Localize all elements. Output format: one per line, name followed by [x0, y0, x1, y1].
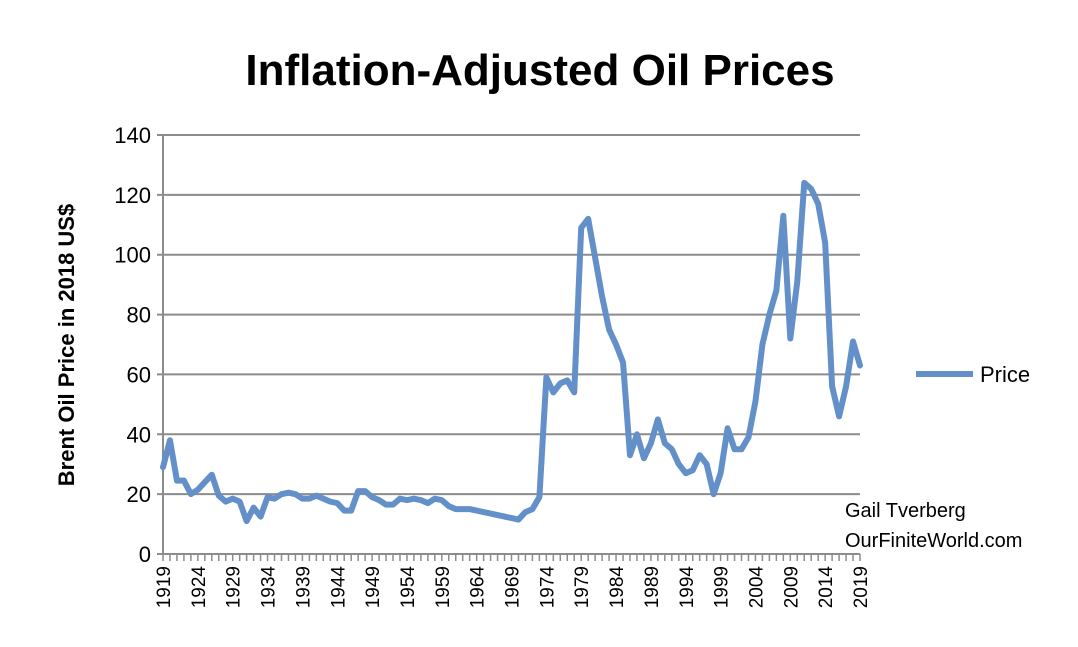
y-tick-label: 120 [114, 183, 151, 208]
y-tick-label: 100 [114, 243, 151, 268]
y-tick-label: 80 [127, 303, 151, 328]
x-tick-label: 1939 [293, 566, 314, 608]
annotation-website: OurFiniteWorld.com [845, 530, 1022, 552]
y-tick-label: 40 [127, 422, 151, 447]
series-line-price [160, 179, 863, 525]
x-tick-label: 1929 [224, 566, 245, 608]
data-points [162, 182, 861, 522]
chart-title: Inflation-Adjusted Oil Prices [245, 46, 834, 95]
x-tick-label: 1919 [154, 566, 175, 608]
y-axis-label: Brent Oil Price in 2018 US$ [54, 204, 79, 486]
x-tick-label: 1974 [537, 566, 558, 609]
x-tick-label: 1994 [677, 566, 698, 609]
x-tick-label: 2014 [816, 566, 837, 609]
y-tick-label: 140 [114, 123, 151, 148]
legend: Price [916, 362, 1030, 387]
legend-label-price: Price [980, 362, 1030, 387]
x-tick-label: 2019 [851, 566, 872, 608]
annotation-author: Gail Tverberg [845, 500, 966, 522]
x-tick-label: 1954 [398, 566, 419, 609]
y-tick-label: 60 [127, 362, 151, 387]
x-tick-label: 1979 [572, 566, 593, 608]
x-tick-label: 1934 [259, 566, 280, 609]
x-tick-label: 1964 [468, 566, 489, 609]
x-tick-label: 1924 [189, 566, 210, 609]
x-tick-label: 1959 [433, 566, 454, 608]
x-tick-label: 1944 [328, 566, 349, 609]
x-tick-label: 2009 [781, 566, 802, 608]
x-tick-label: 1989 [642, 566, 663, 608]
y-tick-label: 0 [139, 542, 151, 567]
x-tick-label: 1969 [503, 566, 524, 608]
x-tick-label: 1984 [607, 566, 628, 609]
x-tick-label: 1999 [712, 566, 733, 608]
y-tick-label: 20 [127, 482, 151, 507]
x-tick-label: 2004 [746, 566, 767, 609]
x-tick-label: 1949 [363, 566, 384, 608]
